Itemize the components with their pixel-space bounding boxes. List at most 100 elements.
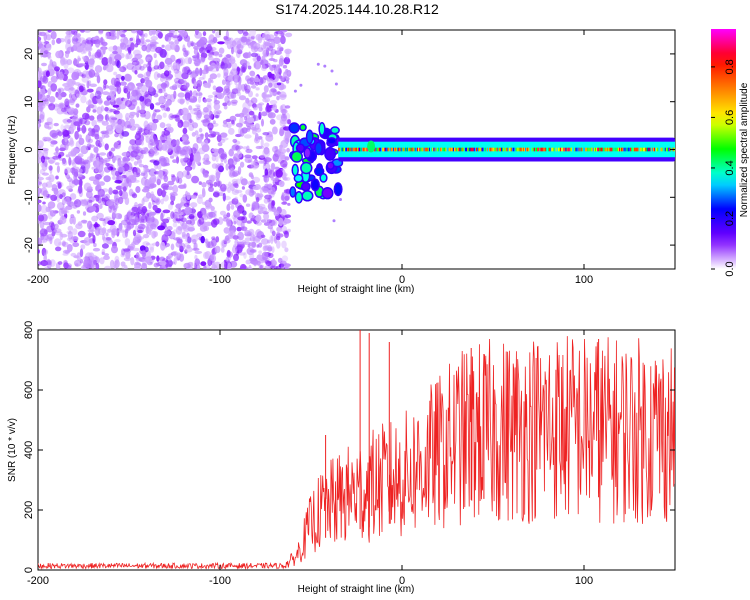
spectrogram-cell	[128, 218, 137, 226]
spectrogram-cell	[179, 253, 185, 262]
spectrogram-cell	[212, 91, 219, 96]
spectrogram-cell	[194, 130, 199, 136]
spectrogram-cell	[530, 147, 532, 152]
spectrogram-cell	[45, 70, 50, 77]
spectrogram-cell	[477, 147, 479, 152]
spectrogram-cell	[226, 249, 231, 258]
spectrogram-cell	[272, 153, 279, 162]
spectrogram-cell	[621, 147, 623, 152]
spectrogram-cell	[190, 40, 194, 47]
spectrogram-cell	[471, 147, 473, 152]
spectrogram-cell	[247, 243, 251, 248]
spectrogram-cell	[250, 35, 255, 40]
spectrogram-cell	[106, 95, 112, 101]
spectrogram-cell	[385, 147, 387, 152]
spectrogram-cell	[144, 181, 150, 190]
spectrogram-cell	[82, 211, 87, 216]
spectrogram-cell	[193, 80, 197, 89]
spectrogram-cell	[222, 123, 229, 128]
spectrogram-cell	[159, 122, 166, 129]
spectrogram-cell	[312, 179, 319, 190]
spectrogram-cell	[280, 32, 285, 37]
spectrogram-cell	[103, 100, 111, 106]
spectrogram-cell	[145, 79, 153, 88]
spectrogram-cell	[391, 147, 394, 152]
spectrogram-cell	[96, 95, 102, 103]
x-tick-label: 100	[575, 575, 593, 587]
spectrogram-cell	[264, 194, 272, 200]
spectrogram-cell	[262, 132, 270, 136]
spectrogram-cell	[117, 166, 125, 173]
spectrogram-cell	[183, 157, 188, 161]
spectrogram-cell	[61, 241, 69, 248]
spectrogram-cell	[105, 64, 114, 73]
spectrogram-cell	[104, 106, 109, 112]
spectrogram-cell	[345, 147, 348, 152]
snr-xlabel: Height of straight line (km)	[298, 584, 415, 595]
spectrogram-cell	[78, 137, 85, 146]
spectrogram-cell	[129, 37, 134, 42]
spectrogram-cell	[268, 45, 274, 52]
spectrogram-cell	[494, 147, 496, 152]
spectrogram-cell	[231, 88, 239, 95]
spectrogram-cell	[150, 147, 158, 155]
spectrogram-cell	[626, 147, 628, 152]
spectrogram-cell	[114, 255, 120, 263]
x-tick-label: -200	[27, 274, 49, 286]
spectrogram-cell	[42, 86, 46, 91]
x-tick-label: 100	[575, 274, 593, 286]
spectrogram-cell	[167, 186, 174, 191]
spectrogram-cell	[68, 156, 72, 166]
spectrogram-cell	[81, 124, 87, 134]
spectrogram-cell	[200, 133, 204, 140]
spectrogram-cell	[125, 53, 130, 60]
spectrogram-cell	[563, 147, 565, 152]
spectrogram-cell	[271, 200, 276, 207]
spectrogram-cell	[279, 94, 287, 98]
colorbar-label: Normalized spectral amplitude	[739, 82, 750, 217]
spectrogram-cell	[88, 144, 95, 148]
spectrogram-cell	[244, 84, 251, 93]
spectrogram-cell	[171, 251, 179, 256]
spectrogram-cell	[110, 87, 117, 96]
spectrogram-cell	[175, 225, 183, 235]
spectrogram-cell	[266, 102, 270, 112]
spectrogram-cell	[116, 86, 122, 95]
spectrogram-cell	[95, 139, 101, 147]
x-tick-label: -200	[27, 575, 49, 587]
spectrogram-cell	[176, 112, 181, 117]
spectrogram-cell	[255, 196, 260, 203]
spectrogram-cell	[175, 62, 181, 72]
spectrogram-cell	[64, 34, 71, 44]
spectrogram-cell	[455, 147, 457, 152]
spectrogram-cell	[276, 226, 283, 233]
spectrogram-cell	[588, 147, 590, 152]
spectrogram-cell	[51, 132, 59, 139]
spectrogram-cell	[225, 163, 229, 171]
spectrogram-cell	[573, 147, 575, 152]
spectrogram-cell	[180, 217, 187, 223]
spectrogram-cell	[92, 36, 98, 40]
spectrogram-cell	[181, 72, 189, 80]
spectrogram-cell	[131, 89, 139, 97]
spectrogram-cell	[73, 57, 78, 66]
spectrogram-cell	[440, 147, 443, 152]
spectrogram-cell	[250, 180, 256, 186]
spectrogram-cell	[184, 57, 192, 65]
spectrogram-cell	[138, 128, 145, 133]
spectrogram-cell	[377, 147, 379, 152]
spectrogram-cell	[487, 147, 490, 152]
spectrogram-cell	[202, 31, 207, 37]
spectrogram-cell	[462, 147, 465, 152]
spectrogram-cell	[229, 160, 233, 166]
spectrogram-cell	[516, 147, 518, 152]
spectrogram-cell	[98, 30, 104, 35]
spectrogram-cell	[383, 147, 385, 152]
spectrogram-cell	[198, 137, 203, 144]
spectrogram-cell	[89, 83, 98, 88]
spectrogram-cell	[178, 85, 182, 89]
spectrogram-cell	[378, 147, 380, 152]
spectrogram-cell	[39, 75, 48, 82]
spectrogram-cell	[255, 87, 260, 91]
spectrogram-cell	[135, 186, 141, 193]
